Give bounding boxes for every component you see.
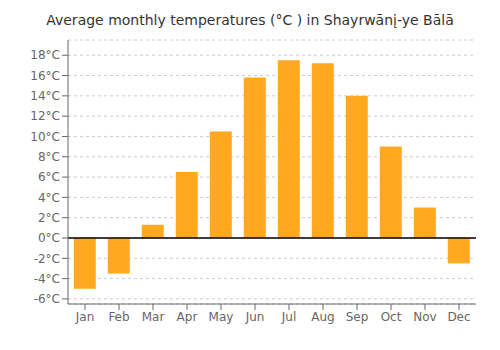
svg-text:2°C: 2°C <box>38 211 60 225</box>
svg-text:14°C: 14°C <box>30 89 60 103</box>
svg-text:8°C: 8°C <box>38 150 60 164</box>
svg-text:4°C: 4°C <box>38 191 60 205</box>
svg-text:0°C: 0°C <box>38 231 60 245</box>
svg-text:-2°C: -2°C <box>34 252 60 266</box>
svg-text:Sep: Sep <box>346 310 369 324</box>
svg-text:Apr: Apr <box>177 310 198 324</box>
svg-text:Oct: Oct <box>381 310 402 324</box>
svg-text:Jul: Jul <box>281 310 296 324</box>
svg-text:Dec: Dec <box>447 310 470 324</box>
svg-text:Aug: Aug <box>311 310 334 324</box>
svg-text:Nov: Nov <box>413 310 436 324</box>
svg-text:12°C: 12°C <box>30 109 60 123</box>
svg-text:-4°C: -4°C <box>34 272 60 286</box>
svg-text:Feb: Feb <box>108 310 129 324</box>
svg-text:-6°C: -6°C <box>34 292 60 306</box>
svg-text:May: May <box>209 310 234 324</box>
svg-text:10°C: 10°C <box>30 130 60 144</box>
svg-text:18°C: 18°C <box>30 48 60 62</box>
html-text:Average monthly temperatures (: Average monthly temperatures (°C ) in Sh… <box>46 12 454 28</box>
svg-text:Mar: Mar <box>142 310 165 324</box>
svg-text:6°C: 6°C <box>38 170 60 184</box>
svg-text:Jan: Jan <box>75 310 95 324</box>
svg-text:16°C: 16°C <box>30 69 60 83</box>
svg-text:Jun: Jun <box>245 310 265 324</box>
